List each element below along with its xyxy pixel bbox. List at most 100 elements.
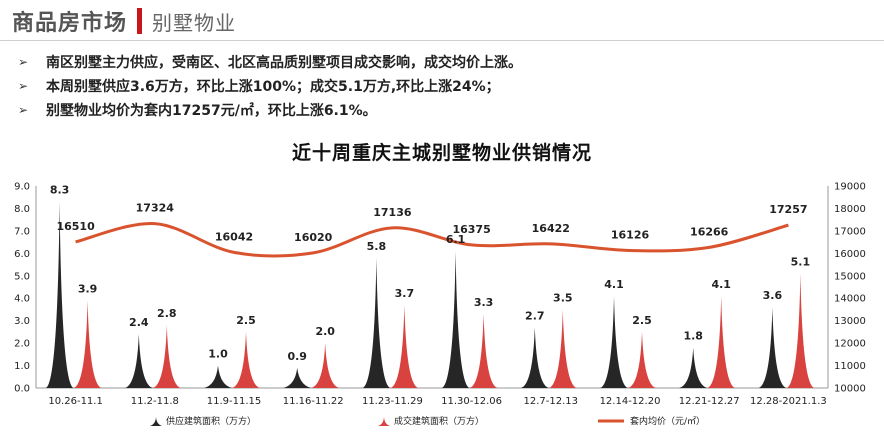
supply-spike [600, 295, 628, 388]
y-right-tick-label: 13000 [834, 316, 866, 327]
sales-spike [548, 309, 577, 388]
price-value-label: 16020 [294, 231, 333, 244]
legend-label-price: 套内均价（元/㎡） [630, 417, 706, 427]
sales-spike [628, 331, 656, 388]
sales-value-label: 3.5 [553, 291, 573, 304]
sales-spike [469, 313, 498, 388]
price-value-label: 16422 [532, 222, 570, 235]
supply-spike [204, 365, 232, 388]
price-value-label: 17257 [769, 203, 807, 216]
sales-value-label: 3.7 [395, 287, 415, 300]
supply-value-label: 1.8 [683, 330, 703, 343]
x-tick-label: 12.21-12.27 [679, 396, 740, 407]
supply-value-label: 0.9 [287, 350, 307, 363]
header-rule [0, 40, 884, 41]
x-tick-label: 12.14-12.20 [600, 396, 661, 407]
bullet-item: ➢ 南区别墅主力供应，受南区、北区高品质别墅项目成交影响，成交均价上涨。 [18, 50, 522, 74]
legend-sales-swatch-icon [378, 415, 390, 426]
sales-spike [73, 300, 102, 388]
bullet-text: 本周别墅供应3.6万方，环比上涨100%；成交5.1万方,环比上涨24%； [46, 79, 500, 95]
section-title: 商品房市场 [12, 11, 128, 36]
supply-value-label: 5.8 [367, 240, 387, 253]
supply-value-label: 1.0 [208, 348, 228, 361]
supply-value-label: 3.6 [763, 289, 783, 302]
y-left-tick-label: 4.0 [14, 294, 30, 305]
x-tick-label: 11.2-11.8 [131, 396, 179, 407]
supply-spike [283, 367, 312, 388]
y-right-tick-label: 15000 [834, 271, 866, 282]
y-right-tick-label: 12000 [834, 339, 866, 350]
title-divider [137, 8, 143, 34]
arrow-bullet-icon: ➢ [18, 79, 29, 93]
bullet-item: ➢ 本周别墅供应3.6万方，环比上涨100%；成交5.1万方,环比上涨24%； [18, 74, 522, 98]
price-value-label: 17324 [136, 202, 175, 215]
y-left-tick-label: 7.0 [14, 226, 30, 237]
supply-value-label: 4.1 [604, 278, 624, 291]
supply-spike [758, 307, 787, 388]
x-tick-label: 11.16-11.22 [283, 396, 344, 407]
arrow-bullet-icon: ➢ [18, 103, 29, 117]
arrow-bullet-icon: ➢ [18, 55, 29, 69]
y-right-tick-label: 16000 [834, 249, 866, 260]
sales-value-label: 2.0 [315, 325, 335, 338]
y-right-tick-label: 14000 [834, 294, 866, 305]
section-subtitle: 别墅物业 [152, 10, 237, 35]
price-value-label: 16042 [215, 230, 253, 243]
sales-value-label: 2.8 [157, 307, 177, 320]
y-left-tick-label: 8.0 [14, 204, 30, 215]
supply-value-label: 2.7 [525, 309, 545, 322]
legend-item-price: 套内均价（元/㎡） [598, 414, 705, 427]
supply-spike [520, 327, 549, 388]
y-left-tick-label: 0.0 [14, 384, 30, 395]
y-left-tick-label: 3.0 [14, 316, 30, 327]
sales-value-label: 4.1 [711, 278, 731, 291]
x-tick-label: 11.30-12.06 [441, 396, 502, 407]
bullet-item: ➢ 别墅物业均价为套内17257元/㎡，环比上涨6.1%。 [18, 98, 522, 122]
legend-label-sales: 成交建筑面积（万方） [394, 417, 485, 427]
y-left-tick-label: 1.0 [14, 361, 30, 372]
y-right-tick-label: 18000 [834, 204, 866, 215]
legend-supply-swatch-icon [150, 415, 162, 426]
legend-price-line-icon [598, 419, 624, 422]
sales-value-label: 5.1 [791, 256, 811, 269]
supply-spike [441, 251, 470, 388]
price-value-label: 16510 [56, 220, 95, 233]
y-left-tick-label: 2.0 [14, 339, 30, 350]
price-value-label: 16375 [452, 223, 490, 236]
sales-spike [707, 295, 736, 388]
sales-spike [311, 343, 340, 388]
legend-item-sales: 成交建筑面积（万方） [378, 414, 484, 427]
sales-value-label: 3.9 [78, 282, 98, 295]
bullet-text: 南区别墅主力供应，受南区、北区高品质别墅项目成交影响，成交均价上涨。 [46, 55, 522, 71]
bullet-text: 别墅物业均价为套内17257元/㎡，环比上涨6.1%。 [46, 103, 377, 119]
sales-value-label: 3.3 [474, 296, 494, 309]
y-right-tick-label: 10000 [834, 384, 866, 395]
price-value-label: 16126 [611, 229, 650, 242]
supply-spike [124, 334, 153, 388]
x-tick-label: 11.23-11.29 [362, 396, 423, 407]
supply-value-label: 2.4 [129, 316, 149, 329]
y-right-tick-label: 11000 [834, 361, 866, 372]
legend-label-supply: 供应建筑面积（万方） [166, 417, 257, 427]
supply-spike [45, 201, 74, 388]
sales-value-label: 2.5 [632, 314, 652, 327]
chart-legend: 供应建筑面积（万方） 成交建筑面积（万方） 套内均价（元/㎡） [0, 414, 884, 432]
price-value-label: 16266 [690, 225, 729, 238]
x-tick-label: 12.7-12.13 [524, 396, 579, 407]
price-line [75, 222, 789, 258]
sales-value-label: 2.5 [236, 314, 256, 327]
supply-spike [362, 257, 391, 388]
supply-spike [679, 347, 708, 388]
legend-item-supply: 供应建筑面积（万方） [150, 414, 256, 427]
summary-bullets: ➢ 南区别墅主力供应，受南区、北区高品质别墅项目成交影响，成交均价上涨。 ➢ 本周别… [18, 50, 522, 122]
y-left-tick-label: 6.0 [14, 249, 30, 260]
y-left-tick-label: 5.0 [14, 271, 30, 282]
chart-title: 近十周重庆主城别墅物业供销情况 [291, 142, 592, 164]
x-tick-label: 11.9-11.15 [207, 396, 262, 407]
slide-header: 商品房市场 别墅物业 [12, 4, 236, 38]
x-tick-label: 12.28-2021.1.3 [750, 396, 827, 407]
y-right-tick-label: 19000 [834, 182, 866, 193]
sales-spike [786, 273, 815, 388]
sales-spike [390, 304, 419, 388]
